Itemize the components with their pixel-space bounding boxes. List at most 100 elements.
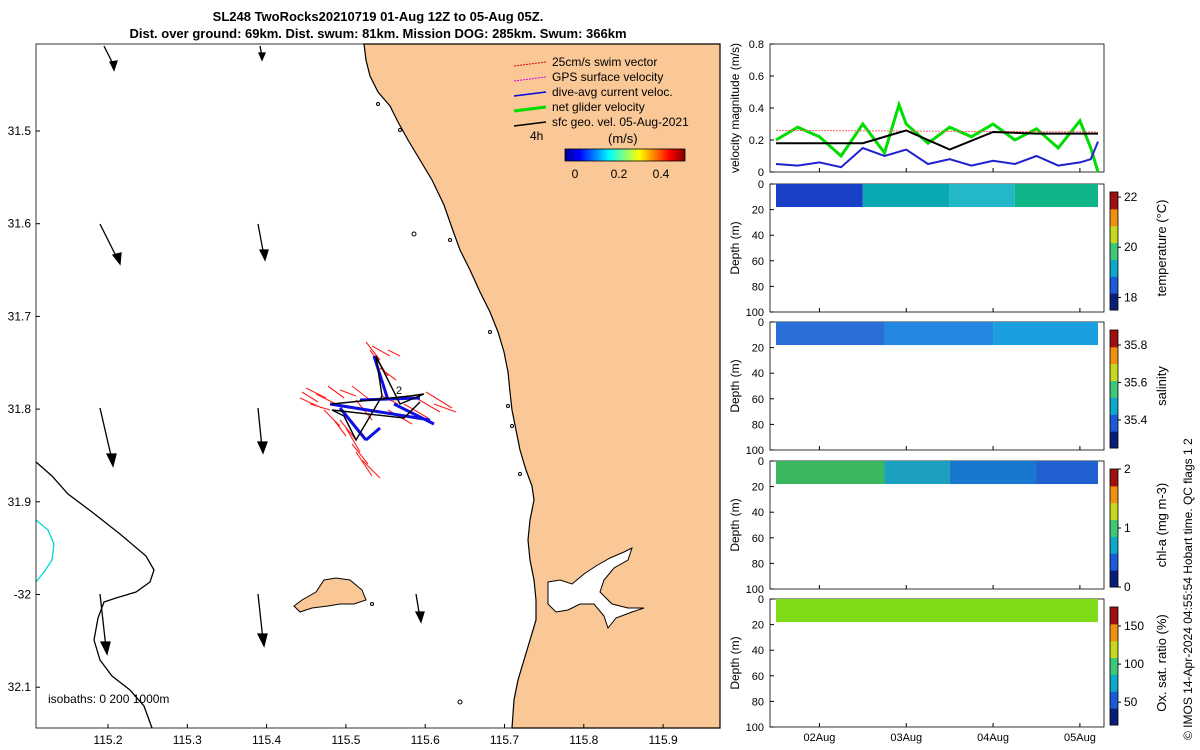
lon-tick-label: 115.5 [331,733,360,747]
colorbar-label: chl-a (mg m-3) [1154,483,1169,568]
x-tick-label: 04Aug [977,732,1009,744]
isobath-200m [35,461,155,729]
legend-label: sfc geo. vel. 05-Aug-2021 [552,115,689,129]
colorbar-swatch [1110,192,1118,210]
y-tick-label: 0 [758,179,764,191]
lon-tick-label: 115.7 [490,733,519,747]
colorbar-swatch [1110,502,1118,521]
colorbar-swatch [1110,225,1118,244]
legend-label: GPS surface velocity [552,70,663,84]
colorbar-unit: (m/s) [608,131,638,146]
colorbar-swatch [1110,414,1118,432]
map-legend: 25cm/s swim vector GPS surface velocity … [513,55,689,181]
legend-label: net glider velocity [552,100,645,114]
colorbar-swatch [1110,691,1118,709]
colorbar-frame [1109,329,1119,449]
y-tick-label: 40 [752,368,764,380]
y-tick-label: 100 [746,584,764,596]
y-tick-label: 0 [758,456,764,468]
colorbar-swatch [1110,657,1118,675]
y-tick-label: 40 [752,230,764,242]
colorbar-tick-label: 150 [1124,619,1144,633]
y-axis-label: Depth (m) [728,359,742,412]
map-axes-box [35,43,721,729]
depth-section-segment [1036,461,1098,485]
glider-current-vectors [329,355,435,442]
y-tick-label: 40 [752,507,764,519]
colorbar-swatch [1110,536,1118,554]
colorbar-tick-label: 35.4 [1124,413,1148,427]
depth-section-segment [884,461,950,485]
velocity-series-line [776,129,1098,151]
depth-section-segment [862,184,950,208]
velocity-series-line [775,100,1100,173]
glider-track-line [331,355,425,442]
colorbar-tick-label: 1 [1124,521,1131,535]
figure-title-line-2: Dist. over ground: 69km. Dist. swum: 81k… [129,26,627,41]
credit-text: © IMOS 14-Apr-2024 04:55:54 Hobart time.… [1181,438,1195,740]
colorbar-swatch [1110,330,1118,348]
lat-tick-label: 31.7 [8,309,32,323]
lat-tick-label: 31.5 [8,124,32,138]
colorbar-swatch [1110,380,1118,398]
depth-section-segment [776,599,1098,623]
depth-section-segment [949,184,1015,208]
depth-section-chart: 0 20 40 60 80 100 Depth (m) 50 100 150 Ox. sat. ra… [728,594,1169,734]
x-tick-label: 02Aug [804,732,836,744]
colorbar-swatch [1110,674,1118,692]
lon-tick-label: 115.3 [173,733,202,747]
y-tick-label: 0.4 [749,103,764,115]
y-tick-label: 60 [752,533,764,545]
colorbar-swatch [1110,276,1118,294]
time-label: 4h [530,129,543,143]
y-tick-label: 20 [752,205,764,217]
map-lon-ticks: 115.2 115.3 115.4 115.5 115.6 115.7 115.8 115.9 [93,724,678,747]
colorbar-swatch [1110,485,1118,504]
figure-title-line-1: SL248 TwoRocks20210719 01-Aug 12Z to 05-… [212,9,544,24]
y-tick-label: 0 [758,167,764,179]
legend-item: GPS surface velocity [513,70,663,84]
colorbar-label: Ox. sat. ratio (%) [1154,614,1169,712]
colorbar-tick-label: 18 [1124,290,1138,304]
lon-tick-label: 115.2 [93,733,122,747]
depth-section-segment [776,184,863,208]
colorbar-swatch [1110,623,1118,642]
velocity-series-line [775,141,1099,169]
sfc-geo-velocity-arrows [99,45,425,656]
velocity-chart: 0 0.2 0.4 0.6 0.8 velocity magnitude (m/s) [728,39,1105,179]
colorbar-frame [1109,606,1119,726]
colorbar-swatch [1110,640,1118,659]
depth-section-segment [776,461,885,485]
map-estuary [547,547,645,630]
y-tick-label: 80 [752,419,764,431]
y-tick-label: 40 [752,645,764,657]
colorbar-tick-label: 2 [1124,462,1131,476]
colorbar-label: temperature (°C) [1154,200,1169,297]
isobath-1000m [35,519,55,583]
lat-tick-label: -32 [14,588,32,602]
colorbar-tick: 0 [572,167,579,181]
map-island [293,577,367,613]
colorbar-swatch [1110,259,1118,277]
y-axis-label: Depth (m) [728,221,742,274]
depth-section-segment [884,322,994,346]
lon-tick-label: 115.4 [252,733,281,747]
depth-section-chart: 0 20 40 60 80 100 Depth (m) 18 20 22 temperature (… [728,179,1169,319]
y-axis-label: Depth (m) [728,498,742,551]
colorbar-label: salinity [1154,366,1169,406]
legend-item: sfc geo. vel. 05-Aug-2021 [513,115,689,129]
colorbar-tick-label: 35.8 [1124,338,1148,352]
lon-tick-label: 115.9 [649,733,678,747]
y-tick-label: 0.8 [749,39,764,51]
colorbar-swatch [1110,397,1118,415]
legend-item: dive-avg current veloc. [513,85,673,99]
y-tick-label: 80 [752,281,764,293]
depth-section-chart: 0 20 40 60 80 100 Depth (m) 0 1 2 chl-a (mg m-3) [728,456,1169,596]
colorbar-tick-label: 20 [1124,240,1138,254]
legend-item: net glider velocity [513,100,645,114]
isobaths-label: isobaths: 0 200 1000m [48,692,169,706]
x-tick-label: 05Aug [1064,732,1096,744]
map-reefs [370,102,522,705]
y-tick-label: 60 [752,671,764,683]
